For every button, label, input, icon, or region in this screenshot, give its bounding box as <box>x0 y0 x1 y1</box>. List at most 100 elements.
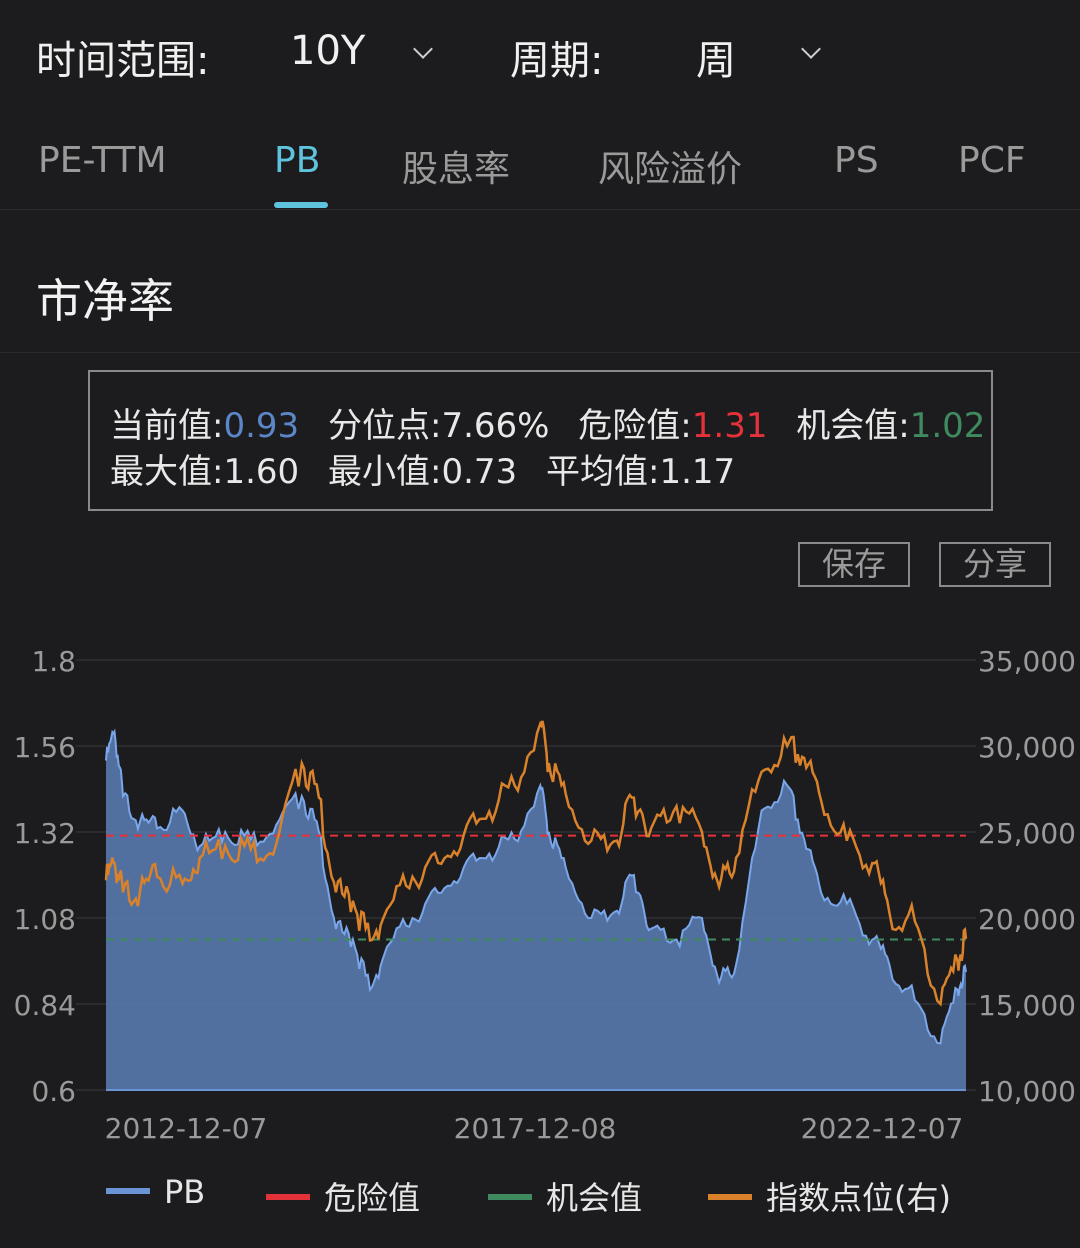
index-point <box>735 857 737 859</box>
index-point <box>301 762 303 764</box>
tab-ps[interactable]: PS <box>834 140 879 181</box>
pb-point <box>786 784 788 786</box>
min-value: 0.73 <box>441 452 518 492</box>
y-right-tick-label: 10,000 <box>978 1075 1076 1108</box>
index-point <box>616 840 618 842</box>
index-point <box>548 762 550 764</box>
pb-point <box>965 971 967 973</box>
index-point <box>633 797 635 799</box>
pb-point <box>701 917 703 919</box>
index-point <box>956 960 958 962</box>
index-point <box>318 797 320 799</box>
tab-pe-ttm[interactable]: PE-TTM <box>38 140 167 181</box>
pb-point <box>352 939 354 940</box>
pb-point <box>888 964 890 966</box>
pb-point <box>156 827 158 829</box>
pb-point <box>820 892 822 894</box>
pb-area <box>106 731 966 1090</box>
pb-point <box>846 903 848 905</box>
pb-point <box>565 867 567 869</box>
legend-label-pb: PB <box>164 1173 206 1211</box>
index-point <box>914 920 916 922</box>
index-point <box>871 862 873 864</box>
section-title: 市净率 <box>36 274 174 328</box>
percentile-label: 分位点: <box>327 406 442 446</box>
index-point <box>199 857 201 859</box>
pb-point <box>514 838 516 840</box>
chart-legend: PB 危险值 机会值 指数点位(右) <box>0 1165 1080 1225</box>
index-point <box>386 908 388 910</box>
pb-point <box>199 845 201 847</box>
index-point <box>250 848 252 850</box>
index-point <box>820 800 822 802</box>
y-right-tick-label: 20,000 <box>978 903 1076 936</box>
y-left-tick-label: 1.56 <box>14 731 76 764</box>
index-point <box>275 843 277 845</box>
pb-point <box>956 989 958 991</box>
tab-pb[interactable]: PB <box>274 140 321 181</box>
pb-point <box>301 795 303 797</box>
y-left-tick-label: 1.08 <box>14 903 76 936</box>
index-point <box>514 785 516 787</box>
tab-pcf[interactable]: PCF <box>958 140 1026 181</box>
legend-label-index: 指数点位(右) <box>766 1179 951 1217</box>
legend-swatch-index <box>708 1194 752 1200</box>
index-point <box>539 723 541 725</box>
pb-point <box>650 928 652 930</box>
avg-label: 平均值: <box>545 452 660 492</box>
index-point <box>565 793 567 795</box>
tab-dividend-yield[interactable]: 股息率 <box>402 149 511 190</box>
pb-point <box>590 917 592 919</box>
current-value: 0.93 <box>223 406 300 446</box>
legend-item-pb: PB <box>106 1173 205 1211</box>
metric-tabs: PE-TTM PB 股息率 风险溢价 PS PCF <box>0 120 1080 210</box>
y-right-tick-label: 35,000 <box>978 645 1076 678</box>
period-selector[interactable]: 周期: 周 <box>510 28 830 88</box>
pb-point <box>463 867 465 869</box>
index-point <box>224 845 226 847</box>
index-point <box>846 840 848 842</box>
index-point <box>675 805 677 807</box>
share-button[interactable]: 分享 <box>939 542 1051 587</box>
index-point <box>139 889 141 891</box>
pb-point <box>105 759 107 761</box>
tab-risk-premium[interactable]: 风险溢价 <box>598 149 743 190</box>
pb-point <box>122 795 124 797</box>
filter-bar: 时间范围: 10Y 周期: 周 <box>0 0 1080 110</box>
index-point <box>965 938 967 940</box>
percentile-value: 7.66% <box>441 406 550 446</box>
pb-point <box>914 999 916 1001</box>
pb-point <box>250 838 252 840</box>
divider <box>0 352 1080 353</box>
pb-point <box>803 838 805 840</box>
opportunity-value: 1.02 <box>909 406 986 446</box>
max-value: 1.60 <box>223 452 300 492</box>
period-value: 周 <box>696 38 736 84</box>
y-right-tick-label: 15,000 <box>978 989 1076 1022</box>
stats-row-1: 当前值:0.93 分位点:7.66% 危险值:1.31 机会值:1.02 <box>110 398 985 447</box>
index-point <box>939 1003 941 1005</box>
legend-label-opportunity: 机会值 <box>546 1179 643 1217</box>
pb-point <box>318 831 320 833</box>
save-button[interactable]: 保存 <box>798 542 910 587</box>
legend-swatch-opportunity <box>488 1194 532 1200</box>
y-right-tick-label: 30,000 <box>978 731 1076 764</box>
index-point <box>488 810 490 812</box>
index-point <box>761 771 763 773</box>
range-selector[interactable]: 时间范围: 10Y <box>36 28 456 88</box>
index-point <box>437 862 439 864</box>
index-point <box>369 939 371 941</box>
stats-row-2: 最大值:1.60 最小值:0.73 平均值:1.17 <box>110 444 735 493</box>
index-point <box>888 912 890 914</box>
index-point <box>122 891 124 893</box>
chevron-down-icon <box>413 39 433 59</box>
range-value: 10Y <box>290 28 366 74</box>
legend-label-danger: 危险值 <box>324 1179 421 1217</box>
range-label: 时间范围: <box>36 38 210 84</box>
index-point <box>718 886 720 888</box>
y-left-tick-label: 0.84 <box>14 989 76 1022</box>
pb-point <box>335 928 337 930</box>
pb-point <box>539 784 541 786</box>
active-tab-indicator <box>274 202 328 208</box>
legend-item-danger: 危险值 <box>266 1173 420 1219</box>
